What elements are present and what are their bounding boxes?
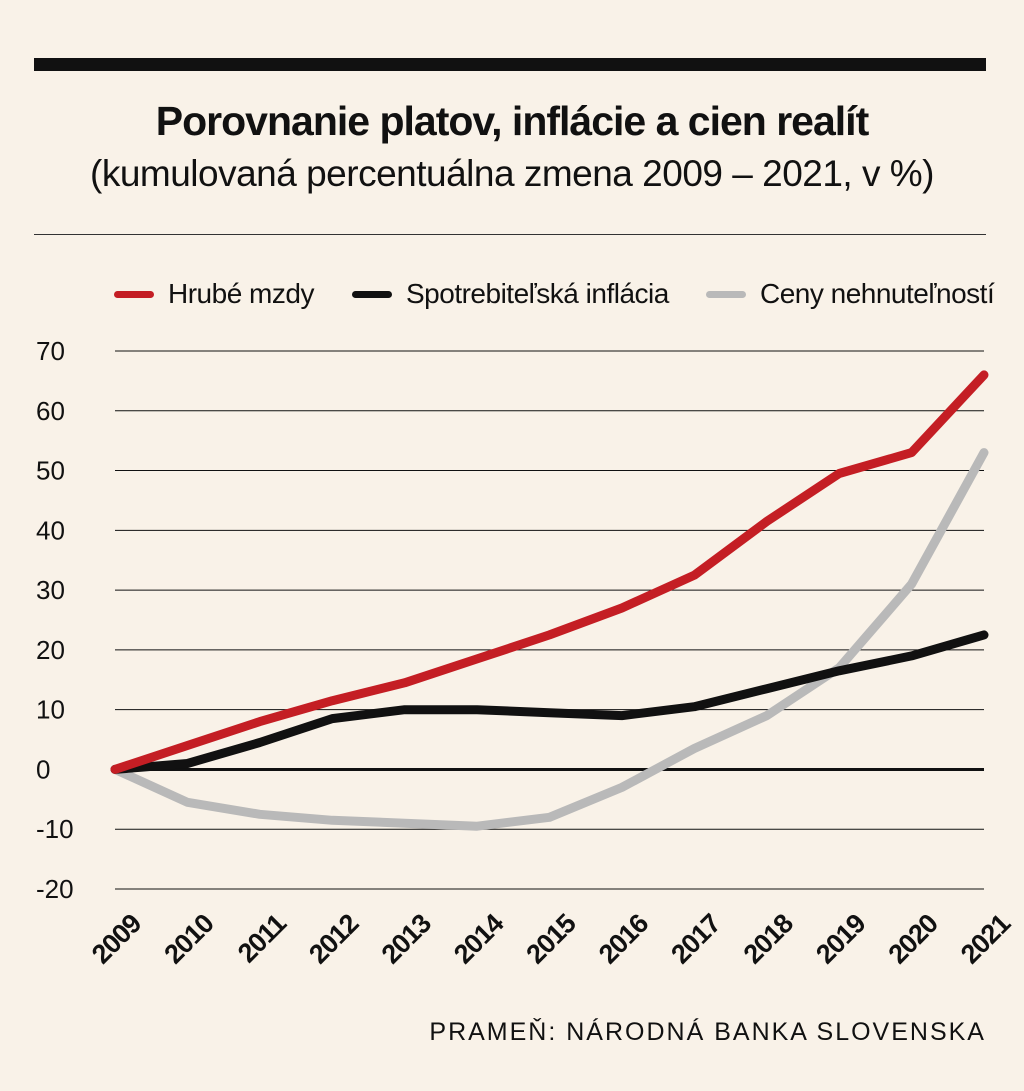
y-tick-label: -20 <box>36 874 74 904</box>
y-tick-label: 30 <box>36 575 65 605</box>
y-tick-label: 20 <box>36 635 65 665</box>
x-tick-label: 2021 <box>955 908 1017 970</box>
x-tick-label: 2016 <box>593 908 655 970</box>
x-tick-label: 2013 <box>376 908 438 970</box>
legend-swatch-real-estate <box>706 290 746 298</box>
x-tick-label: 2020 <box>883 909 944 970</box>
legend-swatch-inflation <box>352 290 392 298</box>
y-tick-label: 60 <box>36 396 65 426</box>
y-tick-label: 40 <box>36 515 65 545</box>
x-tick-label: 2019 <box>810 908 872 970</box>
chart-title: Porovnanie platov, inflácie a cien realí… <box>155 98 869 144</box>
legend-label-real-estate: Ceny nehnuteľností <box>760 278 995 309</box>
series-line-wages <box>110 370 989 774</box>
x-tick-label: 2014 <box>448 908 510 970</box>
top-rule <box>34 58 986 71</box>
y-tick-label: 0 <box>36 754 50 784</box>
header-divider <box>34 234 986 235</box>
legend-label-wages: Hrubé mzdy <box>168 278 314 309</box>
series-line-inflation <box>110 630 989 774</box>
x-tick-label: 2018 <box>738 908 800 970</box>
legend: Hrubé mzdy Spotrebiteľská inflácia Ceny … <box>0 274 1024 314</box>
y-tick-label: 50 <box>36 456 65 486</box>
legend-item-inflation: Spotrebiteľská inflácia <box>352 274 669 314</box>
x-tick-label: 2012 <box>303 909 364 970</box>
source-note: PRAMEŇ: NÁRODNÁ BANKA SLOVENSKA <box>429 1018 986 1046</box>
legend-label-inflation: Spotrebiteľská inflácia <box>406 278 669 309</box>
legend-swatch-wages <box>114 290 154 298</box>
x-tick-label: 2009 <box>86 908 148 970</box>
x-tick-label: 2015 <box>520 908 582 970</box>
chart-subtitle: (kumulovaná percentuálna zmena 2009 – 20… <box>90 153 934 194</box>
x-tick-label: 2010 <box>158 909 219 970</box>
x-tick-label: 2011 <box>232 908 292 968</box>
legend-item-wages: Hrubé mzdy <box>114 274 314 314</box>
y-tick-label: -10 <box>36 814 74 844</box>
legend-item-real-estate: Ceny nehnuteľností <box>706 274 995 314</box>
y-tick-label: 10 <box>36 695 65 725</box>
x-tick-label: 2017 <box>665 909 726 970</box>
y-tick-label: 70 <box>36 336 65 366</box>
